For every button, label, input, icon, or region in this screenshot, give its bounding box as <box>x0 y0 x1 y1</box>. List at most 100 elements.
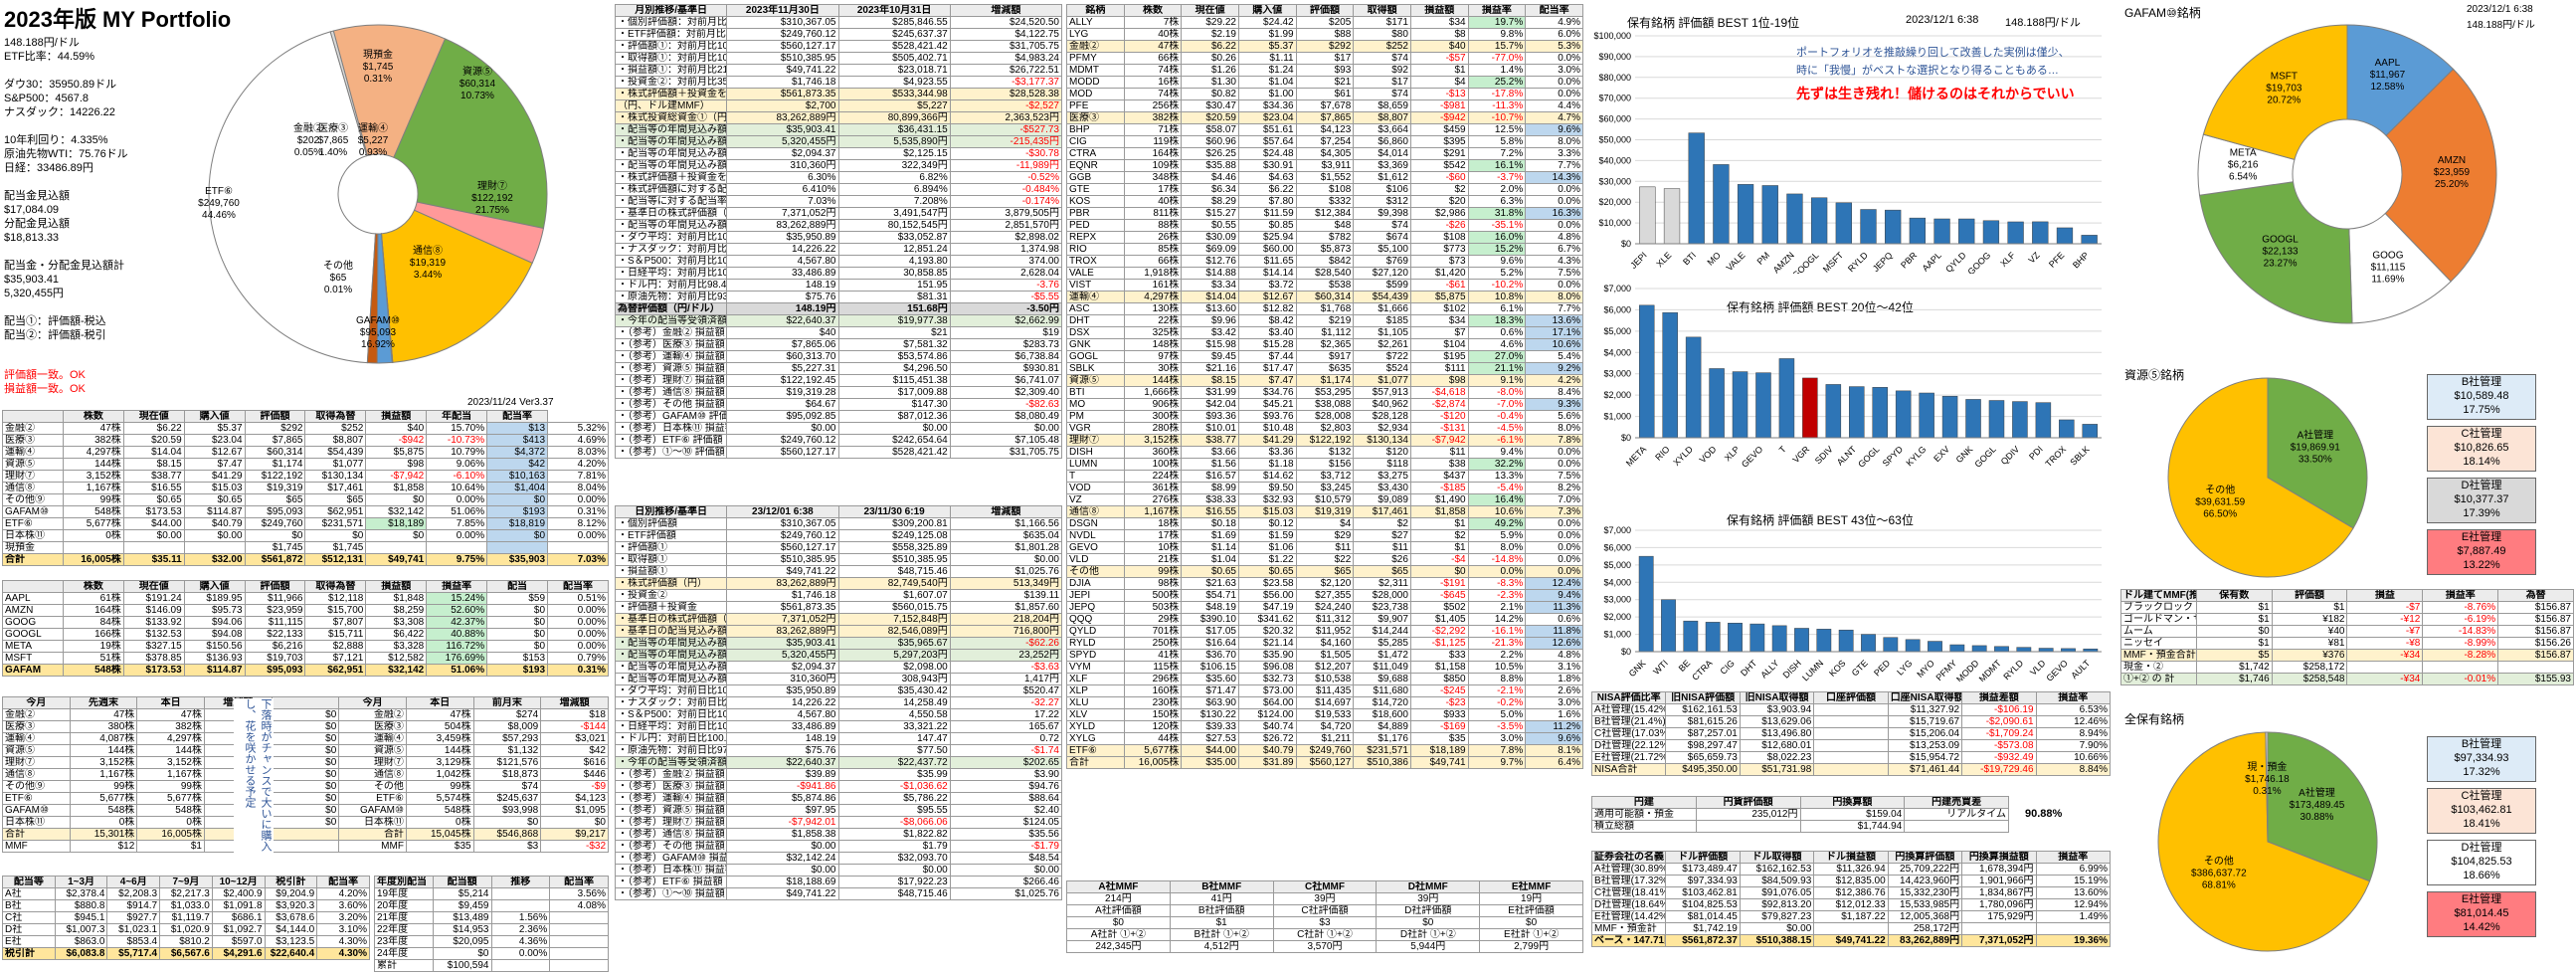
bar <box>1885 209 1902 245</box>
table-cell: $73 <box>1409 255 1469 268</box>
table-cell: 33,486.89 <box>726 720 839 733</box>
table-cell: $22,437.72 <box>837 756 951 769</box>
table-cell: 41株 <box>1123 649 1183 662</box>
table-cell: 9.1% <box>1467 374 1527 387</box>
table-cell: 0株 <box>69 816 138 829</box>
table-cell: $0 <box>271 708 340 721</box>
table-cell: ・（参考）①～⑩ 評価額 <box>615 446 728 459</box>
table-cell: $35.90 <box>1237 649 1297 662</box>
pie-label: AAPL <box>2375 58 2401 69</box>
table-cell: $0 <box>271 792 340 805</box>
column-header: D社MMF <box>1376 880 1481 893</box>
bar <box>1895 390 1912 439</box>
table-row: ①+② の 計 $1,746 $258,548 -¥34 -0.01% $155.93 <box>2120 673 2574 685</box>
table-cell: $12,118 <box>304 592 367 605</box>
table-cell: $171 <box>1353 16 1411 29</box>
table-cell: $3.90 <box>949 768 1062 781</box>
table-cell: 21年度 <box>374 911 434 924</box>
header-meta-line: 配当金・分配金見込額計 <box>4 260 124 272</box>
table-cell: ¥376 <box>2271 649 2348 662</box>
table-cell: $312 <box>1353 195 1411 208</box>
header-meta-line: 日経：33486.89円 <box>4 162 93 174</box>
table-cell: $185 <box>1353 314 1411 327</box>
table-cell: $1,132 <box>472 744 542 757</box>
x-tick-label: GOOG <box>1965 250 1992 274</box>
legend-text: 17.39% <box>2463 507 2500 519</box>
table-cell: 0.0% <box>1525 458 1583 471</box>
table-cell: $95,093 <box>244 505 306 518</box>
table-row: $0 $1 $3 $0 $0 <box>1066 916 1583 929</box>
table-cell: $8.42 <box>1237 314 1297 327</box>
legend-text: 13.22% <box>2463 559 2500 571</box>
y-tick-label: $0 <box>1621 647 1631 657</box>
table-cell: -$120 <box>1409 410 1469 423</box>
table-cell: VALE <box>1066 267 1125 280</box>
table-cell: ・評価額①：対前月比106% <box>615 40 728 53</box>
table-cell: $147.30 <box>837 398 951 411</box>
table-cell: $44.00 <box>1181 744 1239 757</box>
table-cell: $35.60 <box>1181 673 1239 685</box>
table-row: ・（参考）通信⑧ 損益額 $19,319.28 $17,009.88 $2,309.4… <box>615 386 1062 399</box>
table-cell: $3,308 <box>365 616 428 629</box>
table-cell: $8,080.49 <box>949 410 1062 423</box>
table-cell: $114.87 <box>183 505 246 518</box>
table-cell: $1,211 <box>1295 732 1355 745</box>
y-tick-label: $0 <box>1621 239 1631 249</box>
y-tick-label: $5,000 <box>1603 560 1631 570</box>
table-cell: XLV <box>1066 708 1125 721</box>
table-cell: $2,311 <box>1353 577 1411 590</box>
table-row: GOGL 97株 $9.45 $7.44 $917 $722 $195 27.0% 5.4% <box>1066 350 1583 363</box>
table-row: RYLD 250株 $16.64 $21.14 $4,160 $5,285 -$1,125-… <box>1066 637 1583 650</box>
table-cell: 0株 <box>405 816 474 829</box>
table-cell: $310,367.05 <box>726 16 839 29</box>
table-cell: $130.22 <box>1181 708 1239 721</box>
table-cell: 1,918株 <box>1123 267 1183 280</box>
legend-text: $103,462.81 <box>2451 804 2512 816</box>
table-row: ETF⑥ 5,677株 $44.00 $40.79 $249,760 $231,571 $1… <box>1066 744 1583 757</box>
table-cell: $12.82 <box>1237 302 1297 315</box>
table-cell: -77.0% <box>1467 52 1527 65</box>
table-cell: GEVO <box>1066 541 1125 554</box>
column-header: 損益率 <box>426 580 488 593</box>
table-cell: $19,319 <box>1295 505 1355 518</box>
table-cell: $4,305 <box>1295 147 1355 160</box>
table-cell: ・原油先物：対前日比97.76% <box>615 744 728 757</box>
x-tick-label: DHT <box>1739 658 1759 679</box>
x-tick-label: JEPI <box>1628 250 1649 271</box>
table-cell: RIO <box>1066 243 1125 256</box>
legend-text: 18.14% <box>2463 456 2500 468</box>
table-cell: 10.6% <box>1525 338 1583 351</box>
table-cell: $58.07 <box>1181 123 1239 136</box>
table-row: ・（参考）医療③ 損益額 $7,865.06 $7,581.32 $283.73 <box>615 338 1062 351</box>
table-cell: $0 <box>271 780 340 793</box>
table-cell: $20.59 <box>122 434 185 447</box>
table-cell: 1.6% <box>1525 708 1583 721</box>
table-cell: 運輸④ <box>2 732 71 745</box>
table-total-row: GAFAM 548株 $173.53 $114.87 $95,093 $62,951 $32… <box>2 664 609 677</box>
table-cell: ・S＆P500：対前日比100.38% <box>615 708 728 721</box>
table-cell: $2,803 <box>1295 422 1355 435</box>
table-cell: ・投資金②：対前月比35.47% <box>615 76 728 89</box>
table-cell: D社管理(22.12%) <box>1590 739 1667 752</box>
table-cell: 27.0% <box>1467 350 1527 363</box>
table-cell: 5.8% <box>1467 135 1527 148</box>
table-cell: 1,042株 <box>405 768 474 781</box>
table-cell: $57,913 <box>1353 386 1411 399</box>
table-cell: 66株 <box>1123 255 1183 268</box>
table-cell: $32.73 <box>1237 673 1297 685</box>
table-cell: $36,431.15 <box>837 123 951 136</box>
table-cell: $1,033.0 <box>159 899 213 912</box>
table-cell: $1,187.22 <box>1813 910 1889 923</box>
table-cell: 15.19% <box>2035 875 2112 887</box>
total-cell: $62,951 <box>304 664 367 677</box>
table-cell: $40 <box>1409 40 1469 53</box>
table-cell: 0.0% <box>1525 517 1583 530</box>
table-cell: 5,677株 <box>1123 744 1183 757</box>
table-cell: 9.7% <box>1467 756 1527 769</box>
table-cell: $191.24 <box>122 592 185 605</box>
table-cell: $12,680.01 <box>1739 739 1815 752</box>
table-cell: 4.2% <box>1525 374 1583 387</box>
breakdown-column: GAFAM⑩銘柄 2023/12/1 6:38 148.188円/ドル AAPL… <box>2118 0 2576 975</box>
table-cell <box>1904 820 2009 833</box>
x-tick-label: XLF <box>1998 250 2017 269</box>
